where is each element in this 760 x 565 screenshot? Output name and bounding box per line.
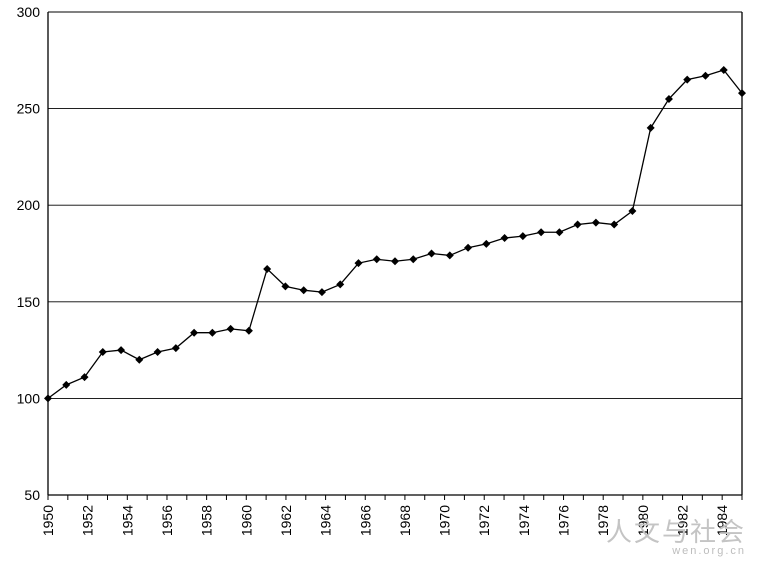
x-tick-label: 1956 — [159, 505, 175, 536]
x-tick-label: 1958 — [199, 505, 215, 536]
x-tick-label: 1960 — [238, 505, 254, 536]
y-tick-label: 50 — [24, 487, 40, 503]
line-chart: 50 100 150 200 250 300 1950 1952 1954 1956 1958 196… — [0, 0, 760, 565]
x-tick-label: 1976 — [556, 505, 572, 536]
x-tick-label: 1972 — [476, 505, 492, 536]
x-tick-label: 1970 — [437, 505, 453, 536]
data-marker — [647, 124, 655, 132]
data-marker — [482, 240, 490, 248]
x-tick-label: 1962 — [278, 505, 294, 536]
x-tick-label: 1978 — [595, 505, 611, 536]
x-tick-label: 1974 — [516, 505, 532, 536]
data-marker — [446, 251, 454, 259]
x-tick-label: 1984 — [714, 505, 730, 536]
x-tick-label: 1966 — [357, 505, 373, 536]
data-marker — [117, 346, 125, 354]
data-marker — [428, 250, 436, 258]
x-tick-label: 1964 — [318, 505, 334, 536]
y-tick-label: 250 — [17, 101, 41, 117]
y-tick-label: 300 — [17, 4, 41, 20]
data-marker — [501, 234, 509, 242]
x-tick-label: 1982 — [675, 505, 691, 536]
series-line — [48, 70, 742, 398]
y-tick-label: 200 — [17, 197, 41, 213]
data-marker — [574, 221, 582, 229]
x-tick-label: 1968 — [397, 505, 413, 536]
data-marker — [701, 72, 709, 80]
x-tick-label: 1952 — [80, 505, 96, 536]
y-tick-label: 100 — [17, 390, 41, 406]
y-tick-label: 150 — [17, 294, 41, 310]
x-tick-label: 1950 — [40, 505, 56, 536]
data-marker — [519, 232, 527, 240]
data-marker — [464, 244, 472, 252]
data-marker — [245, 327, 253, 335]
data-marker — [300, 286, 308, 294]
data-marker — [208, 329, 216, 337]
data-marker — [373, 255, 381, 263]
data-marker — [537, 228, 545, 236]
data-marker — [154, 348, 162, 356]
x-tick-label: 1954 — [119, 505, 135, 536]
data-marker — [555, 228, 563, 236]
data-marker — [135, 356, 143, 364]
chart-svg: 50 100 150 200 250 300 1950 1952 1954 1956 1958 196… — [0, 0, 760, 565]
data-marker — [409, 255, 417, 263]
data-marker — [592, 219, 600, 227]
data-marker — [227, 325, 235, 333]
data-marker — [391, 257, 399, 265]
x-tick-label: 1980 — [635, 505, 651, 536]
data-marker — [318, 288, 326, 296]
